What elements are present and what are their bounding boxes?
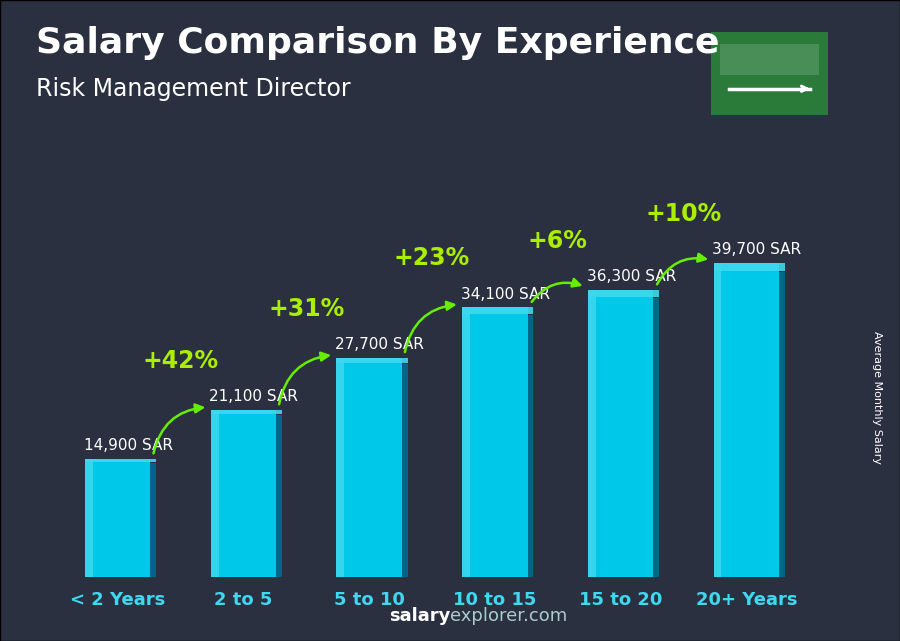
Text: 21,100 SAR: 21,100 SAR — [210, 390, 299, 404]
Bar — [653, 298, 659, 577]
Text: +10%: +10% — [645, 202, 722, 226]
Text: 39,700 SAR: 39,700 SAR — [712, 242, 802, 257]
Bar — [211, 410, 219, 577]
Bar — [714, 263, 779, 577]
Bar — [150, 463, 157, 577]
Text: Average Monthly Salary: Average Monthly Salary — [872, 331, 883, 464]
Text: 36,300 SAR: 36,300 SAR — [587, 269, 676, 284]
Bar — [337, 358, 345, 577]
Bar — [337, 358, 408, 363]
Text: +23%: +23% — [394, 246, 470, 270]
Bar — [276, 415, 282, 577]
Text: +31%: +31% — [268, 297, 345, 320]
Bar — [211, 410, 276, 577]
Bar — [85, 459, 93, 577]
Bar — [463, 307, 527, 577]
Text: +42%: +42% — [142, 349, 219, 373]
Text: salary: salary — [389, 607, 450, 625]
Text: +6%: +6% — [527, 229, 588, 253]
Text: 14,900 SAR: 14,900 SAR — [84, 438, 173, 453]
Bar — [85, 459, 150, 577]
Bar — [588, 290, 659, 297]
Bar — [463, 307, 470, 577]
Bar — [211, 410, 282, 414]
Bar — [527, 315, 534, 577]
Bar — [779, 272, 785, 577]
Bar — [588, 290, 653, 577]
Text: Salary Comparison By Experience: Salary Comparison By Experience — [36, 26, 719, 60]
Text: 27,700 SAR: 27,700 SAR — [335, 337, 424, 352]
Bar — [401, 364, 408, 577]
Bar — [720, 44, 819, 76]
Bar — [85, 459, 157, 462]
Text: 34,100 SAR: 34,100 SAR — [461, 287, 550, 301]
Bar — [588, 290, 596, 577]
Text: explorer.com: explorer.com — [450, 607, 567, 625]
Bar — [714, 263, 785, 271]
Bar — [714, 263, 722, 577]
Bar — [463, 307, 534, 314]
Bar — [337, 358, 401, 577]
Text: Risk Management Director: Risk Management Director — [36, 77, 351, 101]
